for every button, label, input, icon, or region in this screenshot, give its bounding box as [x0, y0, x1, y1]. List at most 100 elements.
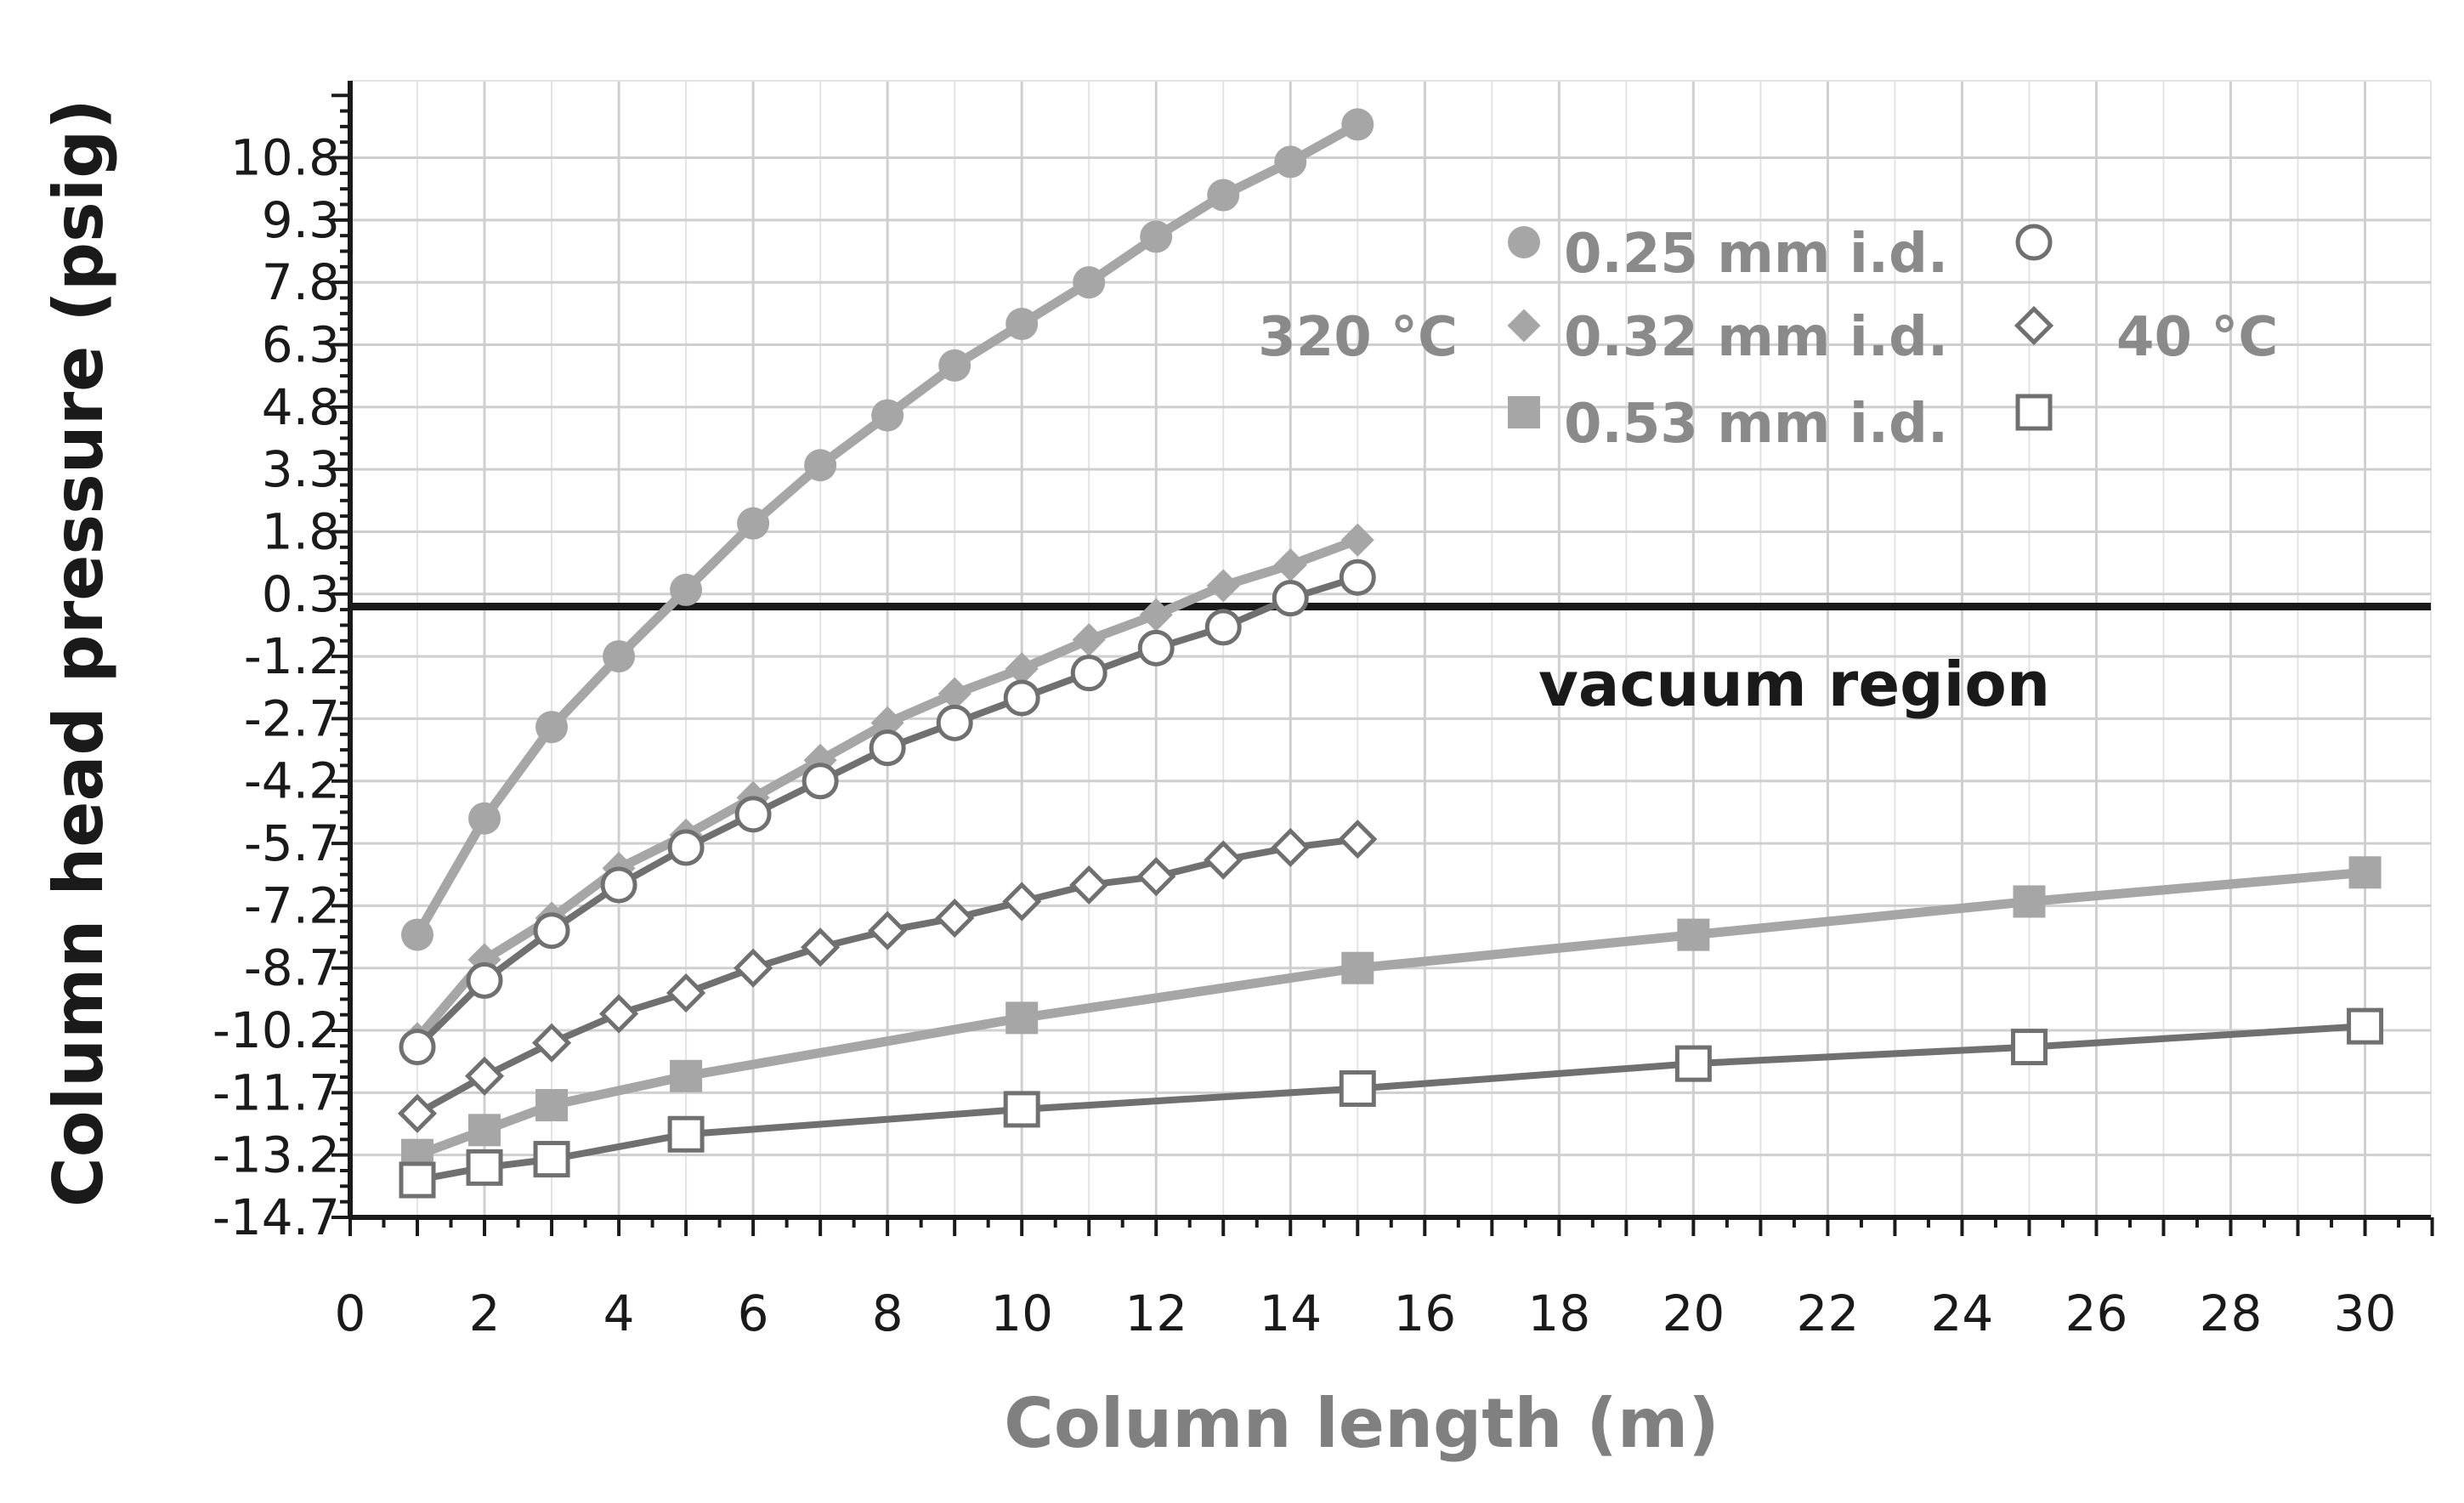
data-point-d025_40 — [1137, 629, 1175, 666]
y-tick-label: -4.2 — [244, 752, 340, 810]
legend-entry-0-53: 0.53 mm i.d. — [1564, 393, 1948, 456]
y-tick-label: -10.2 — [212, 1001, 340, 1059]
data-point-d053_320 — [1341, 951, 1374, 984]
legend: 320 °C 40 °C 0.25 mm i.d. 0.32 mm i.d. 0… — [1258, 223, 2278, 456]
y-axis-label: Column head pressure (psig) — [39, 99, 118, 1207]
data-point-d032_40 — [1069, 865, 1109, 905]
legend-entry-0-25: 0.25 mm i.d. — [1564, 223, 1948, 286]
vacuum-region-label: vacuum region — [1538, 649, 2050, 720]
data-point-d025_320 — [670, 573, 703, 606]
data-point-d025_40 — [734, 796, 772, 833]
data-point-d032_40 — [801, 927, 841, 967]
tick-labels: 0 2 4 6 8 10 12 14 16 18 20 22 24 26 28 30-14.7-13.2-11… — [212, 129, 2397, 1342]
data-point-d053_320 — [1005, 1001, 1039, 1035]
y-tick-label: -11.7 — [212, 1063, 340, 1121]
series-d053_320 — [401, 856, 2382, 1171]
series-d032_40 — [397, 820, 1378, 1133]
y-tick-label: 10.8 — [230, 129, 340, 187]
data-point-d025_40 — [399, 1029, 436, 1066]
y-tick-label: -8.7 — [244, 939, 340, 997]
data-point-d032_40 — [935, 898, 975, 939]
data-point-d025_40 — [533, 912, 570, 950]
data-point-d032_40 — [397, 1093, 438, 1133]
data-point-d025_40 — [869, 729, 906, 767]
data-point-d032_40 — [464, 1056, 505, 1096]
y-tick-label: -13.2 — [212, 1126, 340, 1184]
data-point-d053_40 — [1003, 1091, 1040, 1128]
y-tick-label: 1.8 — [262, 502, 340, 560]
data-point-d053_40 — [533, 1141, 570, 1178]
x-tick-label: 24 — [1931, 1285, 1994, 1342]
data-point-d025_320 — [1005, 308, 1039, 341]
data-point-d032_320 — [1340, 523, 1374, 557]
y-tick-label: -5.7 — [244, 814, 340, 872]
data-point-d032_40 — [734, 948, 773, 988]
data-point-d025_40 — [1070, 655, 1107, 692]
legend-marker-320-square — [1508, 396, 1540, 428]
y-tick-label: -2.7 — [244, 689, 340, 747]
y-tick-label: 3.3 — [262, 440, 340, 498]
x-tick-label: 0 — [335, 1285, 366, 1342]
data-point-d025_40 — [802, 763, 839, 800]
data-point-d053_320 — [1677, 918, 1710, 951]
legend-marker-40-diamond — [2014, 305, 2054, 346]
data-point-d025_40 — [1003, 679, 1040, 717]
data-point-d032_320 — [1005, 652, 1039, 686]
data-point-d053_320 — [535, 1089, 569, 1122]
data-point-d025_320 — [603, 640, 636, 673]
x-tick-label: 2 — [469, 1285, 501, 1342]
data-point-d053_320 — [2013, 885, 2046, 918]
axes — [331, 81, 2434, 1236]
data-point-d025_320 — [468, 802, 501, 835]
y-tick-label: 6.3 — [262, 315, 340, 373]
data-point-d053_40 — [399, 1161, 436, 1199]
data-point-d025_320 — [1140, 220, 1173, 253]
data-point-d025_40 — [466, 961, 503, 999]
data-point-d032_320 — [1072, 623, 1106, 657]
data-point-d025_40 — [936, 704, 973, 741]
data-point-d032_320 — [937, 677, 971, 711]
data-point-d025_320 — [1073, 266, 1106, 299]
data-point-d032_40 — [1271, 827, 1311, 868]
legend-marker-40-square — [2015, 394, 2053, 431]
data-point-d053_40 — [1674, 1045, 1712, 1082]
data-point-d025_320 — [1274, 145, 1307, 179]
legend-marker-320-diamond — [1507, 309, 1541, 343]
data-point-d032_40 — [666, 973, 706, 1013]
x-tick-label: 20 — [1662, 1285, 1725, 1342]
data-point-d053_40 — [466, 1149, 503, 1186]
data-point-d025_40 — [667, 829, 705, 866]
data-point-d053_320 — [670, 1059, 703, 1092]
data-point-d053_320 — [468, 1114, 501, 1147]
x-tick-label: 18 — [1527, 1285, 1590, 1342]
data-point-d032_320 — [1273, 548, 1307, 582]
legend-temperature-40: 40 °C — [2116, 306, 2278, 369]
data-point-d032_40 — [1204, 840, 1243, 880]
data-point-d025_320 — [401, 918, 434, 951]
y-tick-label: 9.3 — [262, 191, 340, 249]
data-point-d032_40 — [1338, 820, 1378, 859]
y-tick-label: -14.7 — [212, 1188, 340, 1246]
y-tick-label: 0.3 — [262, 565, 340, 623]
data-point-d032_320 — [1206, 569, 1240, 603]
data-point-d053_40 — [2010, 1029, 2048, 1066]
data-point-d025_320 — [535, 711, 569, 744]
data-point-d025_40 — [600, 866, 637, 904]
series-group — [397, 108, 2384, 1199]
x-tick-label: 28 — [2200, 1285, 2263, 1342]
data-point-d025_320 — [1207, 179, 1240, 212]
series-d025_320 — [401, 108, 1374, 951]
x-tick-label: 10 — [990, 1285, 1053, 1342]
x-tick-label: 4 — [603, 1285, 635, 1342]
series-d053_40 — [399, 1007, 2384, 1199]
x-tick-label: 22 — [1797, 1285, 1860, 1342]
data-point-d032_40 — [868, 910, 908, 950]
x-axis-label: Column length (m) — [1004, 1384, 1719, 1463]
data-point-d025_40 — [1204, 609, 1242, 646]
data-point-d053_40 — [1339, 1069, 1376, 1107]
data-point-d025_320 — [1341, 108, 1374, 141]
y-tick-label: 4.8 — [262, 378, 340, 436]
data-point-d032_40 — [531, 1023, 572, 1063]
legend-marker-40-circle — [2015, 224, 2053, 261]
